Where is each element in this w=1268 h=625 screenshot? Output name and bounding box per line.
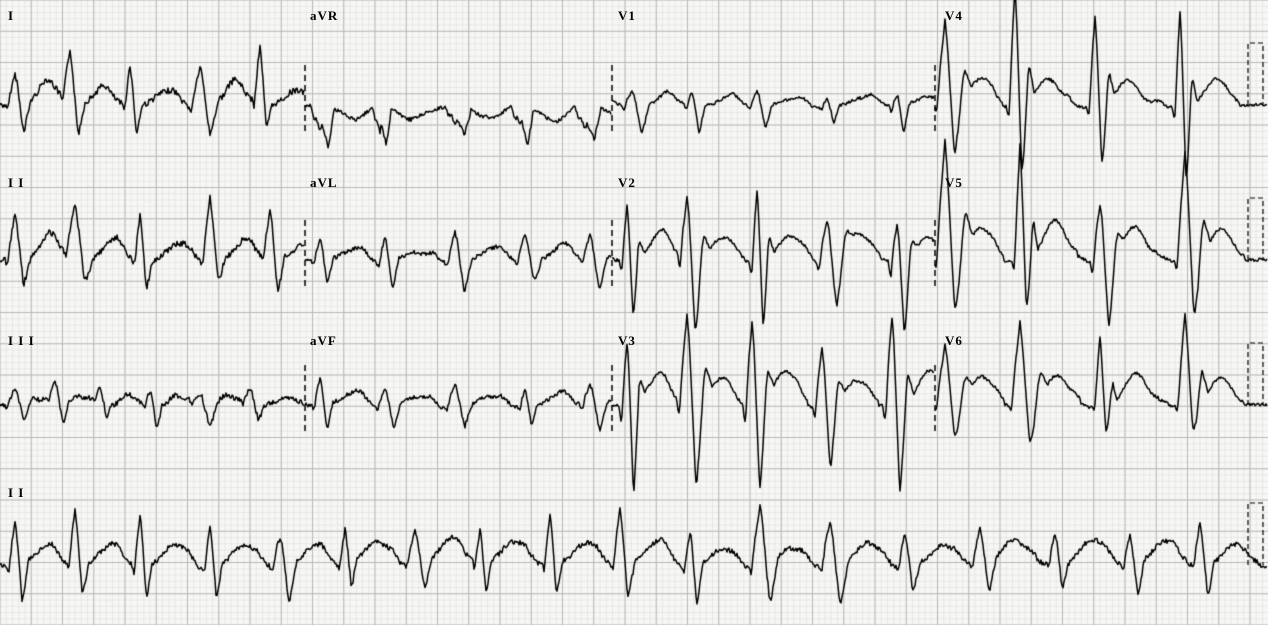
- lead-label-avf: aVF: [310, 333, 337, 349]
- lead-label-v4: V4: [945, 8, 963, 24]
- lead-label-ii: I I: [8, 485, 24, 501]
- lead-label-v3: V3: [618, 333, 636, 349]
- lead-label-v1: V1: [618, 8, 636, 24]
- ecg-canvas: [0, 0, 1268, 625]
- lead-label-v2: V2: [618, 175, 636, 191]
- lead-label-ii: I I: [8, 175, 24, 191]
- lead-label-iii: I I I: [8, 333, 35, 349]
- lead-label-i: I: [8, 8, 14, 24]
- lead-label-avr: aVR: [310, 8, 338, 24]
- ecg-strip: IaVR V1 V4 I I aVL V2 V5 I I I aVF V3 V6 I I: [0, 0, 1268, 625]
- lead-label-v6: V6: [945, 333, 963, 349]
- lead-label-avl: aVL: [310, 175, 338, 191]
- lead-label-v5: V5: [945, 175, 963, 191]
